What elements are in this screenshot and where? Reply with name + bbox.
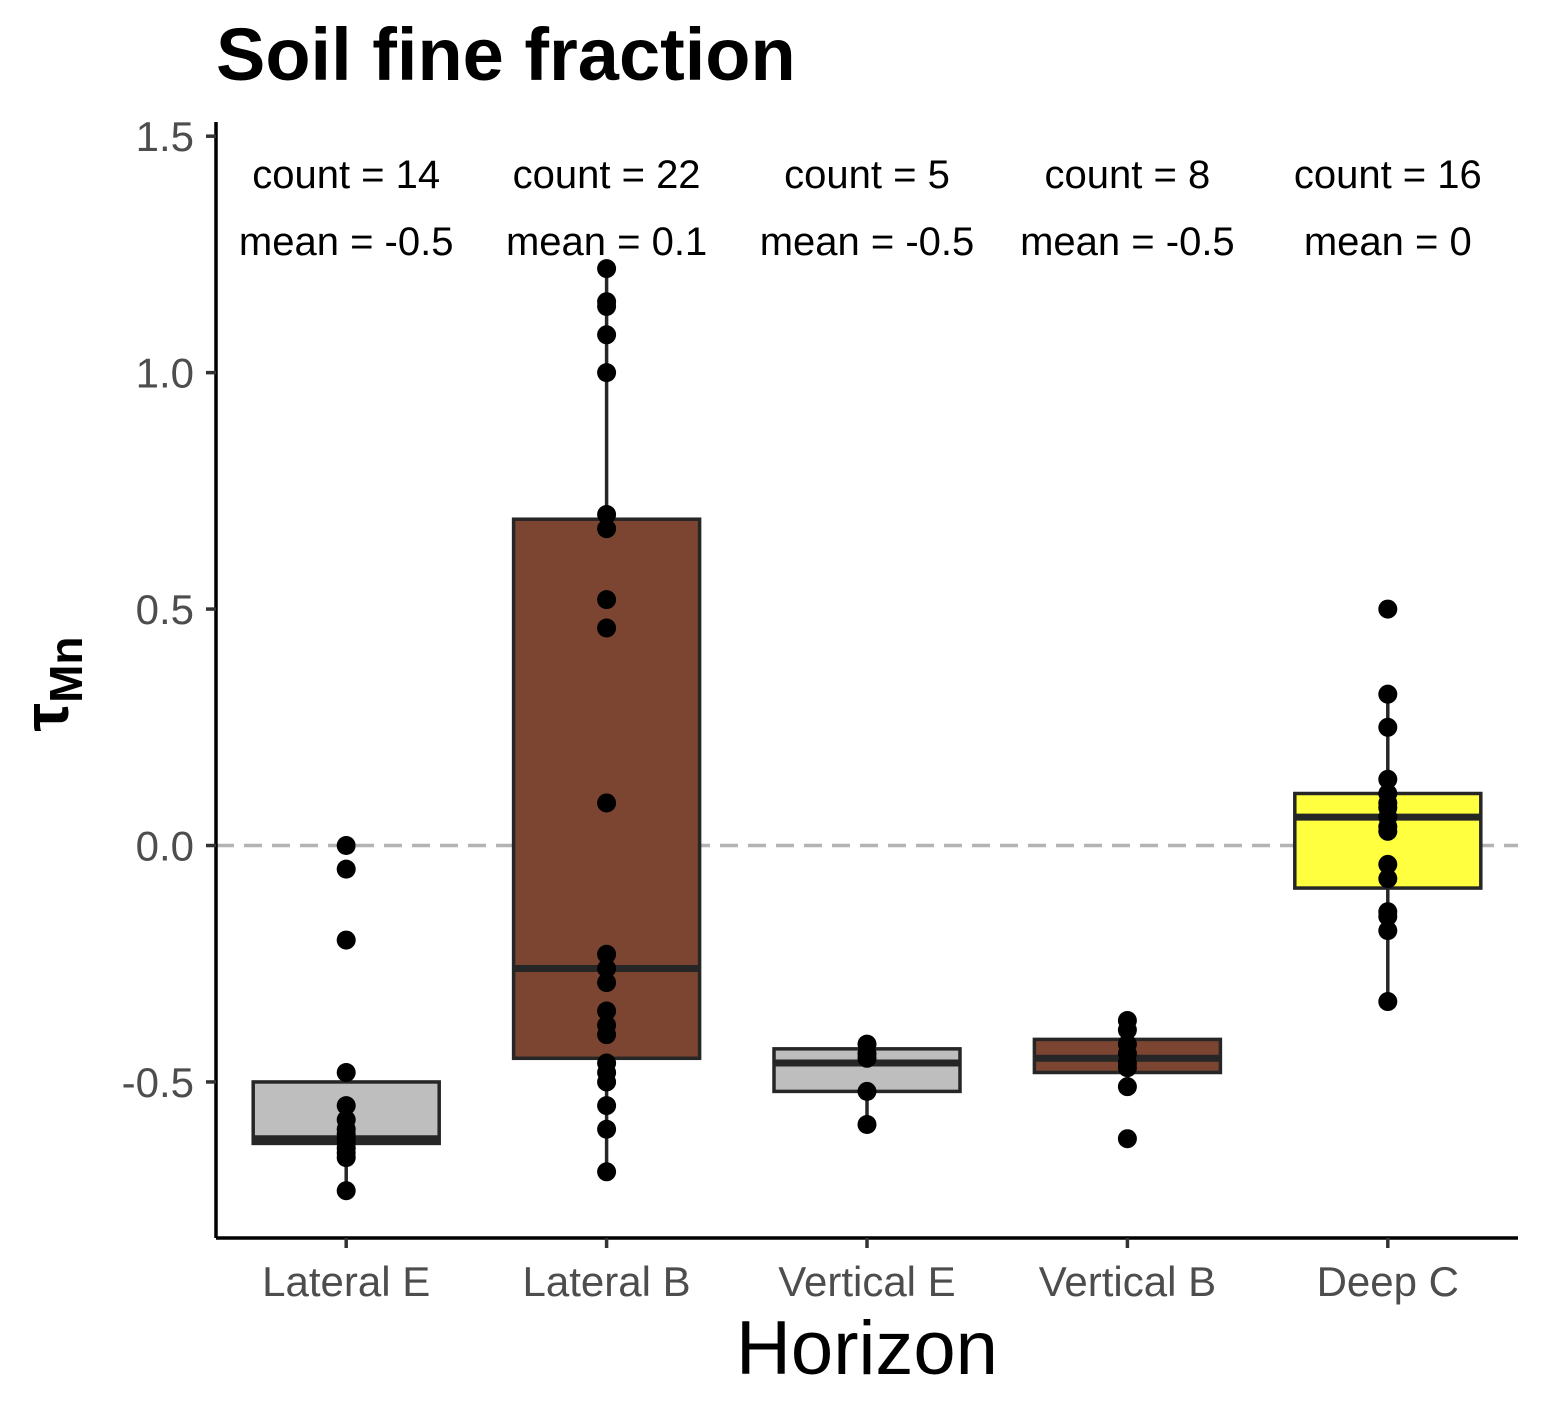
- data-point: [1378, 854, 1398, 874]
- box-group-vertical-b: count = 8 mean = -0.5: [1020, 153, 1235, 1149]
- y-tick-label: 0.5: [136, 586, 194, 633]
- plot-area: count = 14 mean = -0.5 count = 22 mean = 0.…: [216, 153, 1518, 1201]
- data-point: [1378, 769, 1398, 789]
- x-tick-label: Vertical B: [1039, 1258, 1216, 1305]
- data-point: [597, 1096, 617, 1116]
- box-group-vertical-e: count = 5 mean = -0.5: [760, 153, 975, 1135]
- data-point: [597, 973, 617, 993]
- data-point: [1378, 869, 1398, 889]
- y-axis-title-subscript: Mn: [40, 637, 92, 703]
- box-group-deep-c: count = 16 mean = 0: [1293, 153, 1483, 1012]
- data-point: [597, 325, 617, 345]
- data-point: [1378, 906, 1398, 926]
- count-label: count = 22: [513, 153, 701, 197]
- mean-label: mean = -0.5: [1020, 220, 1235, 264]
- x-tick-label: Vertical E: [778, 1258, 955, 1305]
- data-point: [1378, 798, 1398, 818]
- data-point: [1117, 1058, 1137, 1078]
- box-group-lateral-b: count = 22 mean = 0.1: [506, 153, 707, 1182]
- data-point: [597, 958, 617, 978]
- mean-label: mean = 0.1: [506, 220, 707, 264]
- chart-title: Soil fine fraction: [216, 13, 796, 96]
- mean-label: mean = 0: [1304, 220, 1472, 264]
- data-point: [597, 590, 617, 610]
- y-tick-label: 1.0: [136, 350, 194, 397]
- data-point: [336, 930, 356, 950]
- x-tick-label: Deep C: [1317, 1258, 1459, 1305]
- data-point: [1378, 717, 1398, 737]
- data-point: [597, 363, 617, 383]
- data-point: [336, 836, 356, 856]
- mean-label: mean = -0.5: [760, 220, 975, 264]
- data-point: [597, 296, 617, 316]
- data-point: [336, 1181, 356, 1201]
- data-point: [1117, 1020, 1137, 1040]
- data-point: [857, 1115, 877, 1135]
- y-tick-label: 0.0: [136, 823, 194, 870]
- data-point: [597, 1162, 617, 1182]
- data-point: [1378, 599, 1398, 619]
- data-point: [597, 504, 617, 524]
- data-point: [1378, 992, 1398, 1012]
- mean-label: mean = -0.5: [239, 220, 454, 264]
- data-point: [1378, 684, 1398, 704]
- data-point: [597, 1001, 617, 1021]
- y-axis-title-symbol: τ: [10, 703, 82, 732]
- count-label: count = 8: [1045, 153, 1211, 197]
- data-point: [336, 1096, 356, 1116]
- data-point: [1117, 1129, 1137, 1149]
- data-point: [336, 1062, 356, 1082]
- data-point: [857, 1044, 877, 1064]
- y-tick-label: -0.5: [122, 1059, 194, 1106]
- data-point: [597, 944, 617, 964]
- data-point: [597, 259, 617, 279]
- axes: -0.5 0.0 0.5 1.0 1.5 Lateral E Lateral B Vertic…: [122, 113, 1518, 1305]
- data-point: [336, 859, 356, 879]
- x-tick-label: Lateral B: [523, 1258, 691, 1305]
- x-tick-label: Lateral E: [262, 1258, 430, 1305]
- data-point: [1378, 921, 1398, 941]
- y-tick-label: 1.5: [136, 113, 194, 160]
- box-group-lateral-e: count = 14 mean = -0.5: [239, 153, 454, 1201]
- data-point: [1117, 1077, 1137, 1097]
- data-point: [597, 1119, 617, 1139]
- data-point: [597, 618, 617, 638]
- data-point: [1378, 817, 1398, 837]
- count-label: count = 14: [252, 153, 440, 197]
- x-axis-title: Horizon: [736, 1306, 998, 1391]
- y-axis-title: τMn: [10, 637, 92, 732]
- data-point: [336, 1148, 356, 1168]
- data-point: [597, 1025, 617, 1045]
- count-label: count = 5: [784, 153, 950, 197]
- data-point: [597, 519, 617, 539]
- data-point: [857, 1081, 877, 1101]
- count-label: count = 16: [1294, 153, 1482, 197]
- data-point: [597, 793, 617, 813]
- data-point: [597, 1072, 617, 1092]
